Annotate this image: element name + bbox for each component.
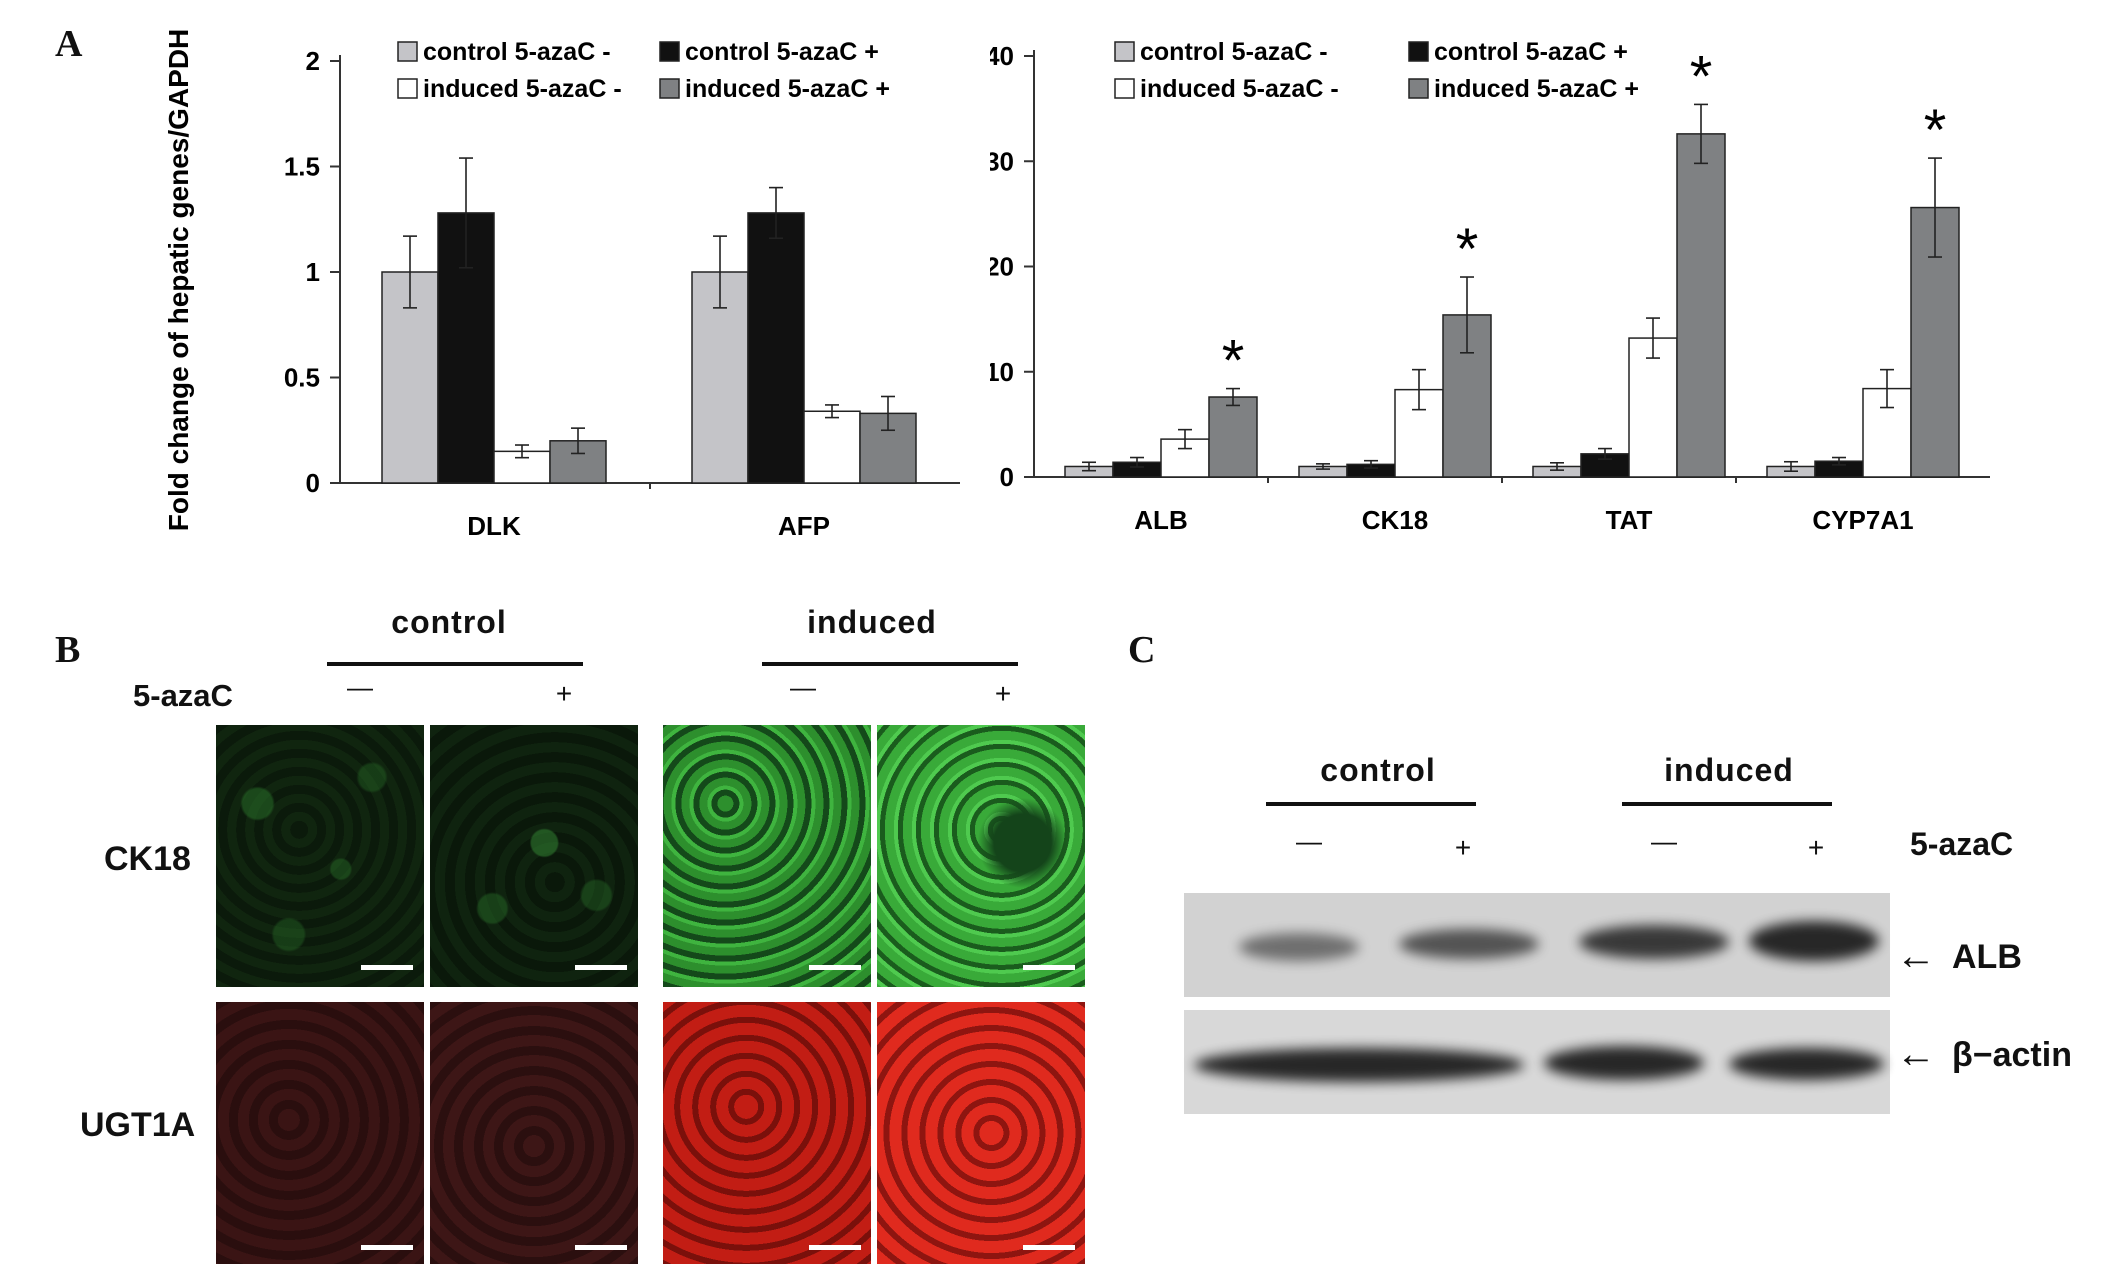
x-tick-label: ALB: [1134, 505, 1187, 535]
significance-mark: *: [1222, 329, 1245, 394]
plus-sign: +: [994, 678, 1012, 709]
row-label-ck18: CK18: [104, 840, 191, 878]
bar: [1208, 396, 1258, 478]
band: [1399, 929, 1539, 959]
significance-mark: *: [1924, 98, 1947, 163]
bar: [1628, 337, 1678, 478]
legend-label: control 5-azaC -: [423, 38, 611, 66]
plus-sign: +: [1454, 832, 1472, 863]
group-label-induced: induced: [1664, 752, 1794, 788]
y-tick-label: 2: [306, 46, 320, 76]
plus-sign: +: [555, 678, 573, 709]
group-line-induced: [1622, 802, 1832, 806]
legend-swatch: [1408, 41, 1429, 62]
band-label-actin: β−actin: [1952, 1036, 2072, 1074]
legend-swatch: [397, 78, 418, 99]
scale-bar: [361, 1245, 413, 1250]
band: [1749, 921, 1879, 961]
bar-chart-left: Fold change of hepatic genes/GAPDH 0 0.5 1…: [163, 30, 960, 541]
arrow-alb: ←: [1896, 934, 1936, 978]
treatment-label: 5-azaC: [133, 678, 233, 713]
x-tick-label: CK18: [1362, 505, 1428, 535]
micrograph-ugt1a-induced-minus: [663, 1002, 871, 1264]
scale-bar: [361, 965, 413, 970]
band: [1544, 1046, 1704, 1080]
micrograph-ck18-induced-plus: [877, 725, 1085, 987]
bar-chart-right: 0 10 20 30 40 * ALB * CK18 * TAT * CYP7A1 control 5-a…: [990, 38, 1990, 535]
y-tick-label: 10: [990, 357, 1014, 387]
legend-swatch: [1408, 78, 1429, 99]
y-tick-label: 20: [990, 252, 1014, 282]
legend-label: induced 5-azaC +: [1434, 75, 1639, 103]
treatment-label: 5-azaC: [1910, 826, 2014, 862]
panel-c-letter: C: [1128, 629, 1156, 671]
significance-mark: *: [1690, 44, 1713, 109]
row-label-ugt1a: UGT1A: [80, 1106, 196, 1144]
legend-label: induced 5-azaC -: [423, 75, 622, 103]
arrow-actin: ←: [1896, 1032, 1936, 1076]
legend-label: induced 5-azaC +: [685, 75, 890, 103]
western-blot-alb: [1184, 893, 1890, 997]
western-blot-actin: [1184, 1010, 1890, 1114]
micrograph-ck18-induced-minus: [663, 725, 871, 987]
band: [1579, 925, 1729, 959]
band-label-alb: ALB: [1952, 938, 2022, 976]
scale-bar: [1023, 1245, 1075, 1250]
legend-swatch: [397, 41, 418, 62]
group-label-control: control: [391, 604, 507, 640]
y-tick-label: 40: [990, 41, 1014, 71]
group-line-induced: [762, 662, 1018, 666]
scale-bar: [1023, 965, 1075, 970]
legend-label: control 5-azaC +: [1434, 38, 1628, 66]
micrograph-ugt1a-induced-plus: [877, 1002, 1085, 1264]
bar: [803, 410, 861, 484]
legend-swatch: [1114, 78, 1135, 99]
bar: [747, 212, 805, 484]
band: [1194, 1048, 1524, 1082]
x-tick-label: AFP: [778, 511, 830, 541]
panel-b-letter: B: [55, 629, 81, 671]
x-tick-label: CYP7A1: [1812, 505, 1913, 535]
minus-sign: —: [1296, 826, 1322, 856]
band: [1729, 1048, 1884, 1080]
y-tick-label: 0.5: [284, 363, 320, 393]
y-tick-label: 1.5: [284, 152, 320, 182]
y-tick-label: 30: [990, 146, 1014, 176]
group-label-control: control: [1320, 752, 1436, 788]
group-label-induced: induced: [807, 604, 937, 640]
scale-bar: [809, 1245, 861, 1250]
bar: [1862, 387, 1912, 478]
micrograph-ugt1a-control-minus: [216, 1002, 424, 1264]
legend-label: control 5-azaC +: [685, 38, 879, 66]
scale-bar: [809, 965, 861, 970]
scale-bar: [575, 1245, 627, 1250]
minus-sign: —: [790, 672, 816, 702]
y-tick-label: 0: [306, 468, 320, 498]
y-tick-label: 0: [1000, 462, 1014, 492]
group-line-control: [1266, 802, 1476, 806]
legend-swatch: [659, 41, 680, 62]
minus-sign: —: [1651, 826, 1677, 856]
x-tick-label: TAT: [1606, 505, 1653, 535]
bar: [1676, 133, 1726, 478]
legend-label: induced 5-azaC -: [1140, 75, 1339, 103]
significance-mark: *: [1456, 217, 1479, 282]
legend-swatch: [659, 78, 680, 99]
micrograph-ck18-control-plus: [430, 725, 638, 987]
group-line-control: [327, 662, 583, 666]
micrograph-ugt1a-control-plus: [430, 1002, 638, 1264]
y-tick-label: 1: [306, 257, 320, 287]
band: [1239, 933, 1359, 961]
legend-swatch: [1114, 41, 1135, 62]
legend-label: control 5-azaC -: [1140, 38, 1328, 66]
y-axis-label: Fold change of hepatic genes/GAPDH: [163, 30, 194, 531]
x-tick-label: DLK: [467, 511, 521, 541]
panel-a-letter: A: [55, 23, 83, 65]
plus-sign: +: [1807, 832, 1825, 863]
minus-sign: —: [347, 672, 373, 702]
micrograph-ck18-control-minus: [216, 725, 424, 987]
scale-bar: [575, 965, 627, 970]
